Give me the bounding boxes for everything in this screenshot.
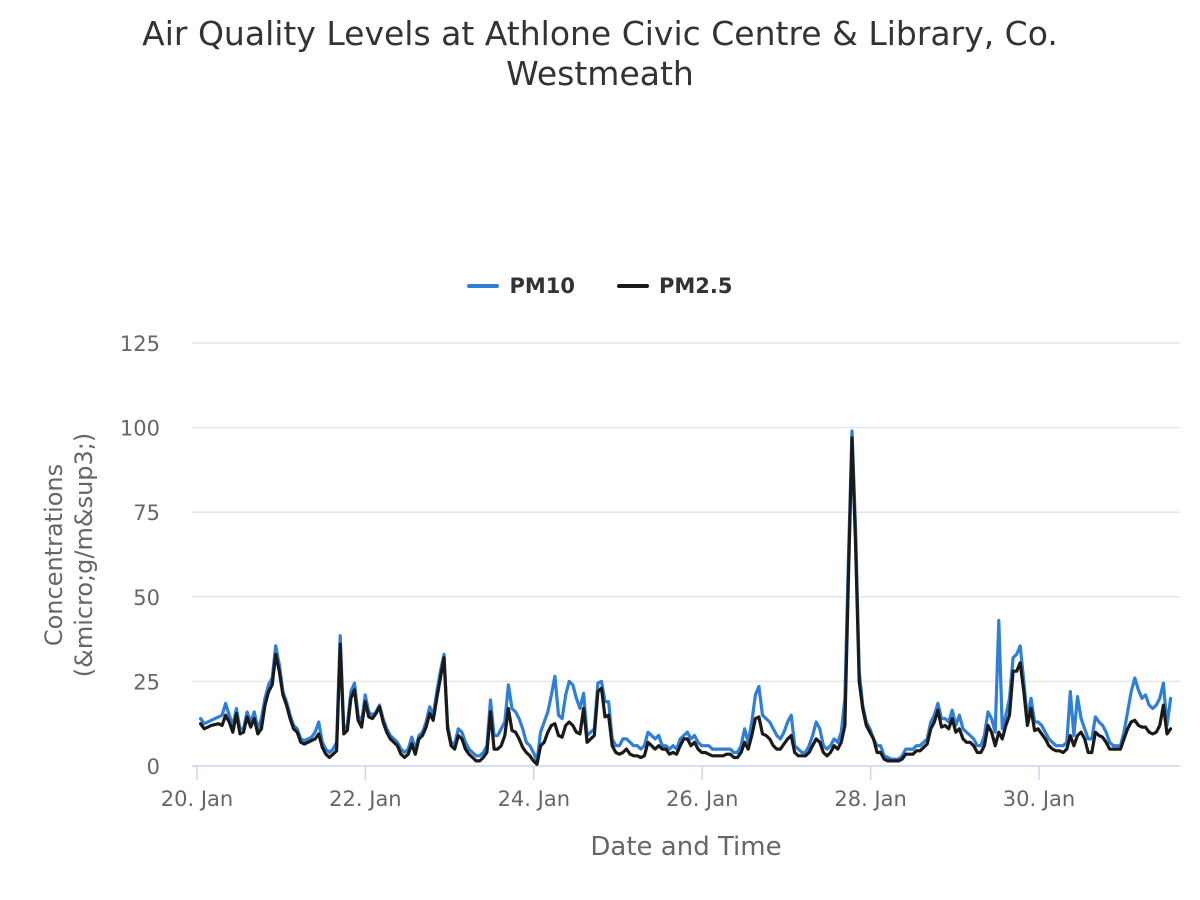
y-tick-label-125: 125 <box>120 332 160 356</box>
x-tick-label-30: 30. Jan <box>1003 787 1075 811</box>
series-line-pm25[interactable] <box>199 436 1173 766</box>
x-axis-ticks: 20. Jan 22. Jan 24. Jan 26. Jan 28. Jan 30. J… <box>161 766 1075 811</box>
y-axis-label: Concentrations(&micro;g/m&sup3;) <box>40 433 98 678</box>
chart-title: Air Quality Levels at Athlone Civic Cent… <box>142 14 1058 93</box>
x-tick-label-28: 28. Jan <box>834 787 906 811</box>
legend-label-pm10: PM10 <box>509 274 575 298</box>
legend-item-pm10[interactable]: PM10 <box>467 274 575 298</box>
y-axis-ticks: 0 25 50 75 100 125 <box>120 332 160 779</box>
y-tick-label-0: 0 <box>147 755 160 779</box>
x-axis-label: Date and Time <box>590 832 781 862</box>
grid-lines <box>192 342 1180 767</box>
legend-swatch-pm25 <box>617 284 649 288</box>
x-tick-label-24: 24. Jan <box>498 787 570 811</box>
y-tick-label-75: 75 <box>133 501 160 525</box>
legend-swatch-pm10 <box>467 284 500 288</box>
legend-label-pm25: PM2.5 <box>659 274 733 298</box>
x-tick-label-26: 26. Jan <box>666 787 738 811</box>
y-tick-label-100: 100 <box>120 417 160 441</box>
y-axis-label-line-1: Concentrations <box>40 464 68 646</box>
series-group <box>199 429 1173 766</box>
legend-item-pm25[interactable]: PM2.5 <box>617 274 733 298</box>
y-tick-label-50: 50 <box>133 586 160 610</box>
y-tick-label-25: 25 <box>133 670 160 694</box>
x-tick-label-22: 22. Jan <box>329 787 401 811</box>
y-axis-label-line-2: (&micro;g/m&sup3;) <box>70 433 98 678</box>
x-tick-label-20: 20. Jan <box>161 787 233 811</box>
chart-legend: PM10 PM2.5 <box>0 274 1200 298</box>
